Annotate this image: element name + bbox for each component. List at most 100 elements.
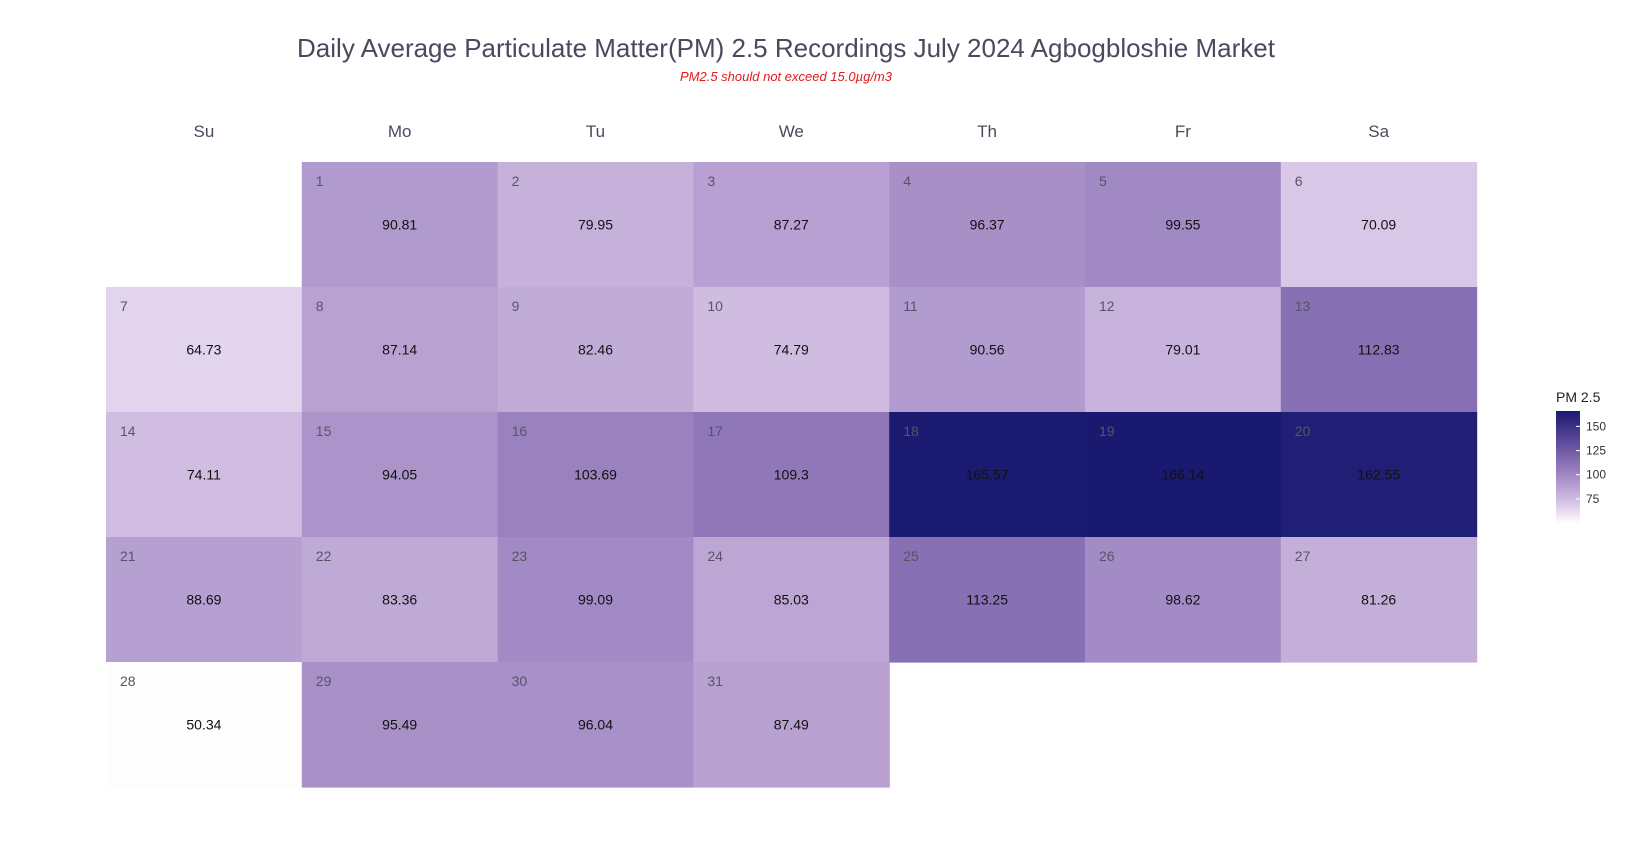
day-number-label: 30	[512, 673, 528, 689]
day-number-label: 26	[1099, 548, 1115, 564]
day-value-label: 90.56	[970, 342, 1005, 358]
day-number-label: 12	[1099, 298, 1115, 314]
day-cell-fill	[889, 537, 1086, 663]
day-cell-fill	[889, 162, 1086, 288]
day-value-label: 79.01	[1165, 342, 1200, 358]
day-number-label: 19	[1099, 423, 1115, 439]
calendar-day-cell: 599.55	[1085, 162, 1282, 288]
day-value-label: 94.05	[382, 467, 417, 483]
calendar-day-cell: 190.81	[301, 162, 499, 288]
day-cell-fill	[1085, 537, 1282, 663]
day-value-label: 85.03	[774, 592, 809, 608]
day-value-label: 99.55	[1165, 217, 1200, 233]
day-value-label: 112.83	[1358, 342, 1400, 358]
day-cell-fill	[106, 287, 303, 413]
day-value-label: 109.3	[774, 467, 809, 483]
day-value-label: 162.55	[1357, 467, 1400, 483]
day-number-label: 28	[120, 673, 136, 689]
calendar-day-cell: 12 79.01	[1085, 287, 1282, 413]
day-value-label: 81.26	[1361, 592, 1396, 608]
day-number-label: 14	[120, 423, 136, 439]
day-value-label: 70.09	[1361, 217, 1396, 233]
day-number-label: 7	[120, 298, 128, 314]
day-cell-fill	[1085, 162, 1282, 288]
day-cell-fill	[497, 287, 694, 413]
calendar-day-cell: 22 83.36	[301, 537, 499, 663]
calendar-day-cell: 15 94.05	[301, 412, 499, 538]
day-value-label: 96.37	[970, 217, 1005, 233]
day-cell-fill	[693, 662, 890, 788]
day-number-label: 20	[1295, 423, 1311, 439]
day-number-label: 6	[1295, 173, 1303, 189]
day-value-label: 90.81	[382, 217, 417, 233]
legend-title: PM 2.5	[1556, 389, 1601, 405]
day-number-label: 29	[316, 673, 332, 689]
day-number-label: 3	[707, 173, 715, 189]
day-cell-fill	[889, 412, 1086, 538]
day-cell-fill	[106, 412, 303, 538]
day-value-label: 99.09	[578, 592, 613, 608]
day-cell-fill	[106, 537, 303, 663]
day-number-label: 23	[512, 548, 528, 564]
day-cell-fill	[1085, 412, 1282, 538]
calendar-day-cell: 30 96.04	[497, 662, 694, 788]
calendar-day-cell: 887.14	[301, 287, 499, 413]
day-cell-fill	[301, 287, 499, 413]
weekday-headers: Su Mo Tu We Th Fr Sa	[194, 122, 1390, 141]
day-cell-fill	[693, 412, 890, 538]
calendar-day-cell: 670.09	[1280, 162, 1478, 288]
day-number-label: 4	[903, 173, 911, 189]
calendar-day-cell: 21 88.69	[106, 537, 303, 663]
day-value-label: 166.14	[1161, 467, 1204, 483]
calendar-day-cell: 17 109.3	[693, 412, 890, 538]
day-number-label: 21	[120, 548, 136, 564]
day-number-label: 15	[316, 423, 332, 439]
weekday-label-we: We	[779, 122, 804, 141]
day-cell-fill	[301, 537, 499, 663]
legend-tick-label: 150	[1586, 419, 1606, 433]
calendar-day-cell: 28 50.34	[106, 662, 303, 788]
chart-subtitle: PM2.5 should not exceed 15.0µg/m3	[680, 69, 893, 84]
weekday-label-su: Su	[194, 122, 215, 141]
day-cell-fill	[1280, 412, 1478, 538]
weekday-label-mo: Mo	[388, 122, 412, 141]
day-cell-fill	[889, 287, 1086, 413]
day-value-label: 165.57	[966, 467, 1009, 483]
legend-tick-label: 125	[1586, 444, 1606, 458]
day-cell-fill	[497, 162, 694, 288]
day-number-label: 16	[512, 423, 528, 439]
day-cell-fill	[301, 662, 499, 788]
day-value-label: 64.73	[186, 342, 221, 358]
day-cell-fill	[693, 537, 890, 663]
day-number-label: 17	[707, 423, 723, 439]
day-number-label: 1	[316, 173, 324, 189]
day-number-label: 27	[1295, 548, 1311, 564]
day-number-label: 31	[707, 673, 723, 689]
day-value-label: 88.69	[186, 592, 221, 608]
day-number-label: 22	[316, 548, 332, 564]
calendar-day-cell: 279.95	[497, 162, 694, 288]
calendar-day-cell: 982.46	[497, 287, 694, 413]
day-cell-fill	[1280, 162, 1478, 288]
day-number-label: 11	[903, 298, 918, 314]
calendar-day-cell: 764.73	[106, 287, 303, 413]
calendar-day-cell: 20 162.55	[1280, 412, 1478, 538]
day-number-label: 13	[1295, 298, 1311, 314]
day-value-label: 83.36	[382, 592, 417, 608]
day-value-label: 82.46	[578, 342, 613, 358]
day-cell-fill	[1085, 287, 1282, 413]
day-cell-fill	[497, 662, 694, 788]
day-value-label: 74.79	[774, 342, 809, 358]
calendar-day-cell: 19 166.14	[1085, 412, 1282, 538]
day-cell-fill	[693, 287, 890, 413]
day-value-label: 98.62	[1165, 592, 1200, 608]
calendar-day-cell: 16 103.69	[497, 412, 694, 538]
day-number-label: 25	[903, 548, 919, 564]
legend-tick-label: 100	[1586, 468, 1606, 482]
day-cell-fill	[301, 162, 499, 288]
day-cell-fill	[693, 162, 890, 288]
calendar-day-cell: 27 81.26	[1280, 537, 1478, 663]
calendar-day-cell: 23 99.09	[497, 537, 694, 663]
day-value-label: 96.04	[578, 717, 613, 733]
legend-color-bar	[1556, 411, 1580, 523]
